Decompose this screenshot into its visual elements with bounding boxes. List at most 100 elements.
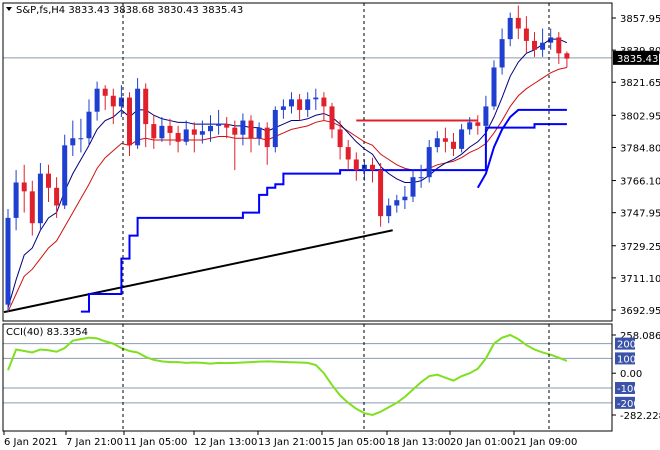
candle-body [216,124,222,126]
candle-body [515,17,521,29]
time-label: 7 Jan 21:00 [66,437,123,448]
current-price-label: 3835.43 [617,54,658,65]
current-price-tag [613,50,659,65]
candle-body [54,187,60,206]
candle-body [378,170,384,217]
candle-body [410,177,416,197]
candle-body [5,217,11,305]
cci-tick-label: 258.086 [620,331,660,342]
cci-frame [2,323,613,432]
candle-body [94,88,100,112]
price-tick-label: 3692.95 [620,306,660,317]
time-label: 13 Jan 21:00 [258,437,321,448]
candle-body [62,145,68,206]
candle-body [297,99,303,110]
candle-body [289,99,294,107]
cci-tick-label: 100 [617,354,636,365]
candle-body [232,127,238,135]
price-tick-label: 3857.95 [620,14,660,25]
candle-body [564,53,570,59]
candle-body [499,39,505,68]
candle-body [280,106,286,110]
price-frame [2,2,613,322]
candle-body [523,28,529,41]
cci-line [7,333,568,417]
cci-panel [3,333,612,417]
candle-body [21,182,27,192]
candle-body [13,182,19,218]
cci-tick-label: 0.00 [620,369,642,380]
candle-body [442,138,448,142]
cci-tick-label: -100 [617,384,640,395]
candle-body [127,97,132,146]
blue-support-line [80,123,567,313]
time-label: 21 Jan 09:00 [514,437,577,448]
candle-body [102,88,108,96]
candle-body [386,205,392,217]
candle-body [135,88,141,146]
candle-body [224,124,230,128]
candle-body [199,131,205,135]
red-moving-average [7,66,568,312]
dropdown-icon [6,7,12,11]
candle-body [208,125,213,132]
candle-body [29,191,35,224]
candle-body [394,200,400,206]
candle-body [402,196,408,201]
candle-body [110,95,116,107]
candle-body [337,129,343,148]
candle-body [183,129,189,142]
time-label: 20 Jan 01:00 [450,437,513,448]
blue-support-line-ext [476,108,567,189]
candle-body [151,124,157,139]
candle-body [167,125,173,133]
candle-body [175,132,181,142]
candle-body [370,164,375,171]
candle-body [532,40,537,50]
candle-body [540,42,546,50]
candle-body [507,17,513,40]
candle-body [426,147,432,178]
candle-body [548,37,554,43]
time-label: 6 Jan 2021 [4,437,58,448]
candle-body [329,106,335,130]
candle-body [353,159,359,171]
price-panel [3,5,612,314]
candle-body [467,122,473,130]
time-label: 15 Jan 05:00 [322,437,385,448]
candle-body [418,177,424,179]
candle-body [483,106,489,126]
candle-body [46,173,51,188]
candle-body [321,97,327,107]
time-label: 18 Jan 13:00 [387,437,450,448]
candle-body [491,67,497,107]
candle-body [434,138,440,148]
candle-body [556,37,562,54]
candle-body [143,88,149,125]
candle-body [256,127,262,139]
trendline [3,229,393,314]
candle-body [159,125,165,139]
candle-body [37,173,43,224]
candle-body [118,97,124,107]
price-tick-label: 3821.65 [620,78,660,89]
candle-body [191,129,197,135]
candle-body [248,120,254,139]
symbol-header: S&P,fs,H4 3833.43 3838.68 3830.43 3835.4… [16,5,243,16]
candle-body [264,127,270,148]
price-tick-label: 3766.10 [620,177,660,188]
cci-level-tag [615,352,635,365]
candle-body [459,129,465,149]
candle-body [345,147,351,160]
candle-body [305,99,311,110]
cci-tick-label: -200 [617,399,640,410]
cci-level-tag [615,396,635,409]
price-tick-label: 3747.95 [620,209,660,220]
candle-body [451,141,456,149]
price-tick-label: 3711.10 [620,274,660,285]
candle-body [78,138,84,140]
cci-level-tag [615,337,635,350]
cci-level-tag [615,382,635,395]
candle-body [70,138,76,146]
